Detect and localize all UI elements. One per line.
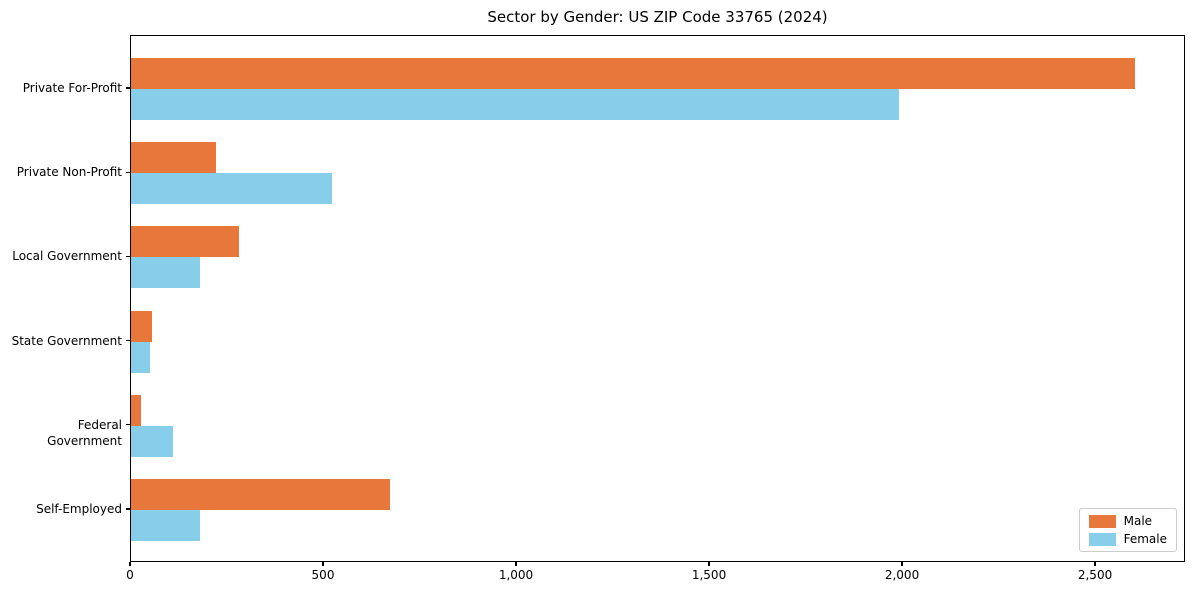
- bar-female-private-for-profit: [131, 89, 900, 120]
- legend-swatch-male: [1088, 514, 1116, 528]
- y-tick-mark: [126, 171, 130, 173]
- y-tick-mark: [126, 508, 130, 510]
- y-tick-mark: [126, 255, 130, 258]
- x-tick-mark: [322, 562, 324, 566]
- x-tick-mark: [1094, 562, 1096, 566]
- y-axis-label-private-for-profit: Private For-Profit: [22, 81, 122, 95]
- legend: Male Female: [1078, 508, 1177, 552]
- bar-female-local-government: [131, 257, 201, 289]
- legend-label-male: Male: [1123, 514, 1153, 528]
- x-tick-label: 2,000: [884, 568, 920, 582]
- x-tick-label: 0: [126, 568, 134, 582]
- legend-label-female: Female: [1123, 532, 1167, 546]
- x-tick-mark: [129, 562, 131, 566]
- y-tick-mark: [126, 339, 130, 342]
- x-tick-label: 1,000: [498, 568, 534, 582]
- bar-female-federal-government: [131, 425, 174, 457]
- legend-swatch-female: [1088, 532, 1116, 546]
- x-tick-mark: [708, 562, 710, 566]
- bar-male-state-government: [131, 310, 153, 342]
- legend-item-male: Male: [1088, 514, 1167, 528]
- y-axis-label-federal-government: Federal Government: [47, 417, 122, 448]
- bar-male-federal-government: [131, 394, 141, 426]
- bar-male-private-non-profit: [131, 142, 216, 174]
- bar-male-private-for-profit: [131, 58, 1135, 89]
- y-axis-label-self-employed: Self-Employed: [36, 502, 122, 516]
- x-tick-label: 1,500: [691, 568, 727, 582]
- x-tick-mark: [901, 562, 903, 566]
- bar-female-state-government: [131, 341, 150, 373]
- x-tick-label: 500: [311, 568, 335, 582]
- bar-female-private-non-profit: [131, 173, 332, 205]
- legend-item-female: Female: [1088, 532, 1167, 546]
- y-axis-label-state-government: State Government: [11, 333, 122, 348]
- chart-title: Sector by Gender: US ZIP Code 33765 (202…: [487, 8, 828, 26]
- plot-area: Male Female: [130, 35, 1185, 562]
- y-tick-mark: [126, 87, 130, 89]
- y-axis-label-local-government: Local Government: [12, 249, 122, 264]
- bar-male-local-government: [131, 226, 240, 258]
- y-axis-label-private-non-profit: Private Non-Profit: [16, 165, 122, 180]
- x-tick-label: 2,500: [1077, 568, 1113, 582]
- bar-female-self-employed: [131, 510, 201, 541]
- y-tick-mark: [126, 424, 130, 426]
- x-tick-mark: [515, 562, 517, 566]
- bar-male-self-employed: [131, 479, 390, 510]
